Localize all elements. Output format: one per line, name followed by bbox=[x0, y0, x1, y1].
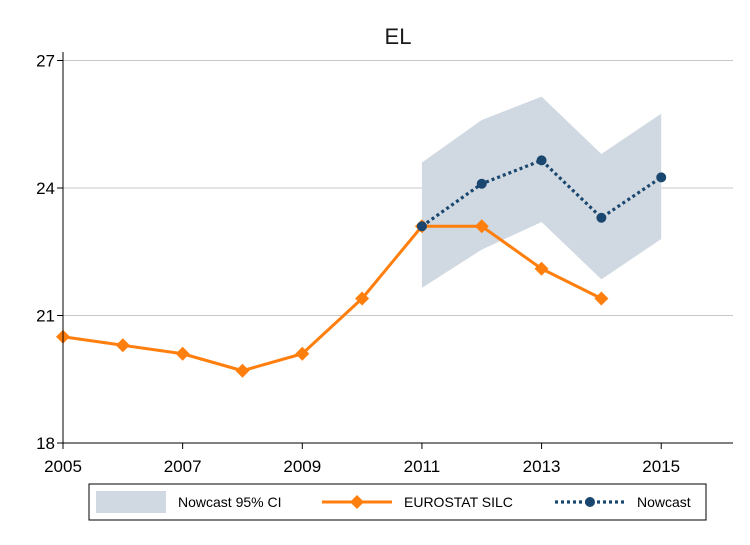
data-point bbox=[594, 291, 609, 306]
ci-band bbox=[421, 96, 662, 288]
data-point bbox=[295, 346, 310, 361]
data-point bbox=[596, 212, 607, 223]
legend-label-nowcast: Nowcast bbox=[637, 494, 691, 510]
y-tick-label: 21 bbox=[36, 307, 55, 326]
x-tick-label: 2011 bbox=[404, 457, 441, 476]
legend-label-ci: Nowcast 95% CI bbox=[178, 494, 281, 510]
series-group bbox=[56, 155, 667, 378]
x-tick-label: 2007 bbox=[164, 457, 202, 476]
y-tick-label: 24 bbox=[36, 179, 55, 198]
y-tick-label: 18 bbox=[36, 434, 55, 453]
legend-swatch-ci bbox=[96, 491, 166, 513]
chart-title: EL bbox=[385, 24, 412, 49]
data-point bbox=[235, 363, 250, 378]
data-point bbox=[534, 261, 549, 276]
data-point bbox=[115, 338, 130, 353]
legend-marker-silc bbox=[350, 495, 364, 509]
y-tick-label: 27 bbox=[36, 52, 55, 71]
ci-band-group bbox=[421, 96, 662, 288]
series-line bbox=[421, 158, 663, 228]
data-point bbox=[416, 221, 427, 232]
data-point bbox=[474, 219, 489, 234]
data-point bbox=[175, 346, 190, 361]
data-point bbox=[355, 291, 370, 306]
series-line bbox=[62, 224, 603, 373]
data-point bbox=[656, 172, 667, 183]
axes: 18 21 24 27 2005 2007 2009 2011 2013 2015 bbox=[36, 52, 733, 476]
x-tick-label: 2015 bbox=[642, 457, 680, 476]
x-tick-label: 2009 bbox=[283, 457, 321, 476]
data-point bbox=[476, 178, 487, 189]
data-point bbox=[536, 155, 547, 166]
legend-marker-nowcast bbox=[585, 497, 595, 507]
legend-label-silc: EUROSTAT SILC bbox=[404, 494, 513, 510]
legend: Nowcast 95% CI EUROSTAT SILC Nowcast bbox=[88, 483, 707, 521]
x-tick-label: 2013 bbox=[523, 457, 561, 476]
x-tick-label: 2005 bbox=[44, 457, 82, 476]
